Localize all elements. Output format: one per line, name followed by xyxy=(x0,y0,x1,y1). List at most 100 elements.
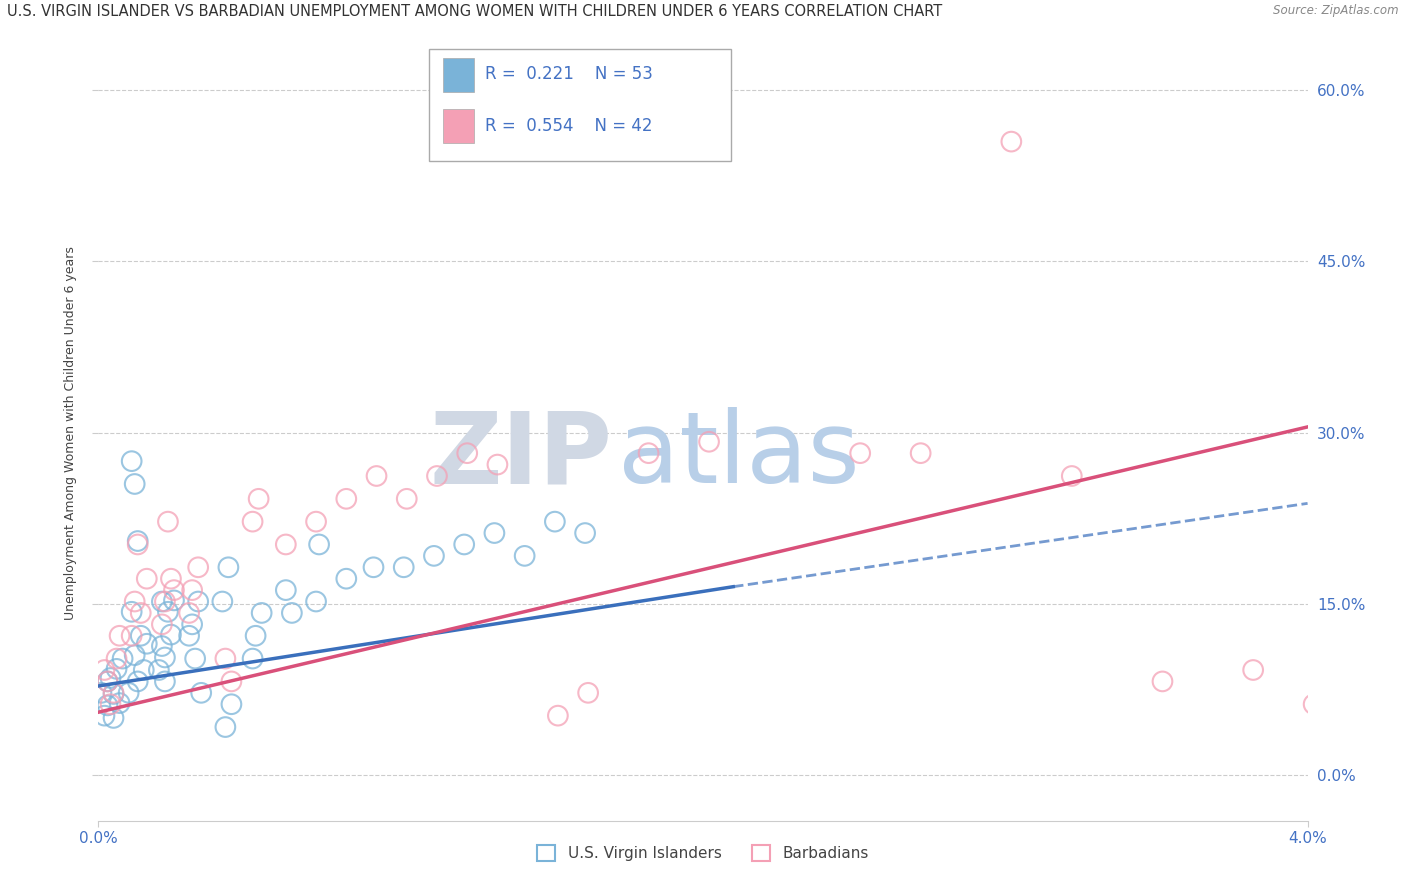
Point xyxy=(910,446,932,460)
Point xyxy=(163,583,186,598)
Point xyxy=(392,560,415,574)
Point xyxy=(486,458,509,472)
Point xyxy=(697,434,720,449)
Point xyxy=(121,629,143,643)
Point xyxy=(135,572,157,586)
Point xyxy=(1302,698,1324,712)
Point xyxy=(96,698,118,713)
Point xyxy=(121,454,143,468)
Point xyxy=(96,674,118,689)
Point xyxy=(274,583,297,598)
Text: R =  0.554    N = 42: R = 0.554 N = 42 xyxy=(485,117,652,135)
Point xyxy=(1000,135,1022,149)
Point xyxy=(179,606,201,620)
Point xyxy=(217,560,239,574)
Point xyxy=(547,708,569,723)
Point xyxy=(100,671,122,685)
Point xyxy=(153,650,176,665)
Point xyxy=(129,606,152,620)
Point xyxy=(184,651,207,665)
Point xyxy=(576,686,599,700)
Point xyxy=(124,648,146,662)
Point xyxy=(153,594,176,608)
Point xyxy=(160,572,183,586)
Point xyxy=(118,686,141,700)
Point xyxy=(242,515,264,529)
Point xyxy=(190,686,212,700)
Point xyxy=(1241,663,1264,677)
Point xyxy=(127,537,149,551)
Point xyxy=(111,651,134,665)
Point xyxy=(574,526,596,541)
Point xyxy=(849,446,872,460)
Point xyxy=(484,526,506,541)
Point xyxy=(250,606,273,620)
Point xyxy=(156,515,179,529)
Point xyxy=(513,549,536,563)
Point xyxy=(129,629,152,643)
Point xyxy=(247,491,270,506)
Point xyxy=(305,594,328,608)
Point xyxy=(305,515,328,529)
Point xyxy=(179,629,201,643)
Point xyxy=(127,534,149,549)
Y-axis label: Unemployment Among Women with Children Under 6 years: Unemployment Among Women with Children U… xyxy=(63,245,77,620)
Point xyxy=(544,515,567,529)
Point xyxy=(124,477,146,491)
Text: R =  0.221    N = 53: R = 0.221 N = 53 xyxy=(485,65,652,83)
Point xyxy=(163,593,186,607)
Point xyxy=(395,491,418,506)
Point xyxy=(96,674,118,689)
Point xyxy=(456,446,478,460)
Point xyxy=(366,469,388,483)
Point xyxy=(187,594,209,608)
Legend: U.S. Virgin Islanders, Barbadians: U.S. Virgin Islanders, Barbadians xyxy=(531,839,875,867)
Point xyxy=(100,698,122,712)
Point xyxy=(335,572,357,586)
Text: Source: ZipAtlas.com: Source: ZipAtlas.com xyxy=(1274,4,1399,18)
Point xyxy=(221,674,243,689)
Point xyxy=(453,537,475,551)
Point xyxy=(274,537,297,551)
Point xyxy=(160,627,183,641)
Text: ZIP: ZIP xyxy=(429,408,613,504)
Point xyxy=(150,639,173,653)
Point xyxy=(156,605,179,619)
Point xyxy=(426,469,449,483)
Point xyxy=(121,605,143,619)
Point xyxy=(335,491,357,506)
Text: atlas: atlas xyxy=(619,408,860,504)
Point xyxy=(211,594,233,608)
Point xyxy=(108,629,131,643)
Point xyxy=(214,720,236,734)
Point xyxy=(242,651,264,665)
Point xyxy=(181,617,204,632)
Point xyxy=(124,594,146,608)
Point xyxy=(93,663,115,677)
Point xyxy=(281,606,304,620)
Point xyxy=(637,446,659,460)
Point xyxy=(187,560,209,574)
Point xyxy=(90,686,112,700)
Point xyxy=(308,537,330,551)
Point xyxy=(108,696,131,710)
Point xyxy=(1060,469,1083,483)
Point xyxy=(245,629,267,643)
Point xyxy=(127,674,149,689)
Point xyxy=(103,687,125,701)
Point xyxy=(135,637,157,651)
Point xyxy=(105,662,128,676)
Point xyxy=(105,651,128,665)
Point xyxy=(181,583,204,598)
Point xyxy=(93,708,115,723)
Point xyxy=(148,663,170,677)
Text: U.S. VIRGIN ISLANDER VS BARBADIAN UNEMPLOYMENT AMONG WOMEN WITH CHILDREN UNDER 6: U.S. VIRGIN ISLANDER VS BARBADIAN UNEMPL… xyxy=(7,4,942,20)
Point xyxy=(423,549,446,563)
Point xyxy=(214,651,236,665)
Point xyxy=(103,686,125,700)
Point xyxy=(153,674,176,689)
Point xyxy=(150,594,173,608)
Point xyxy=(221,698,243,712)
Point xyxy=(150,617,173,632)
Point xyxy=(132,663,155,677)
